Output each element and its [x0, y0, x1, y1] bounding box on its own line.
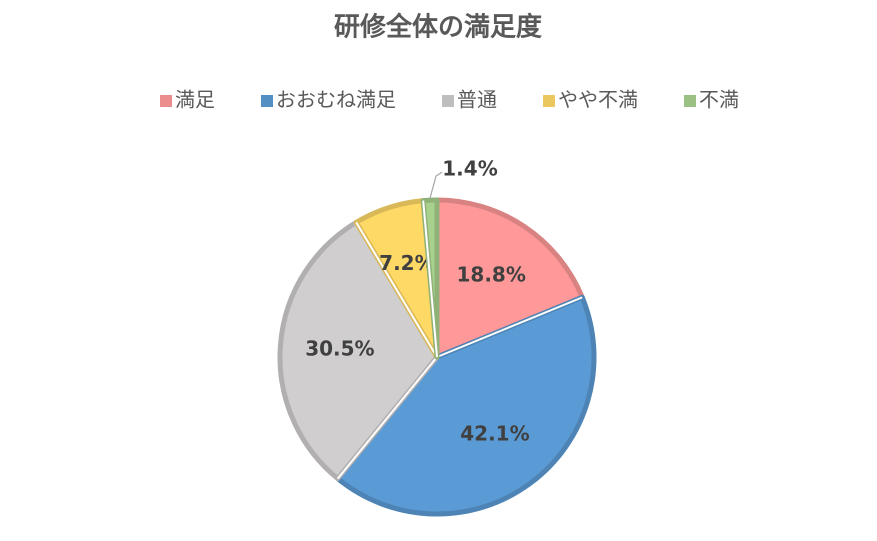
legend-swatch	[261, 95, 273, 107]
legend-label: 満足	[175, 88, 215, 112]
chart-title: 研修全体の満足度	[334, 12, 542, 43]
legend-label: 普通	[457, 88, 497, 112]
legend-swatch	[442, 95, 454, 107]
slice-gap	[422, 200, 438, 358]
legend-label: おおむね満足	[276, 88, 396, 112]
legend-swatch	[160, 95, 172, 107]
legend-swatch	[684, 95, 696, 107]
slice-gap	[336, 356, 438, 480]
data-label: 1.4%	[442, 157, 497, 181]
leader-line	[429, 171, 443, 199]
pie-slice	[335, 294, 597, 517]
data-label: 18.8%	[457, 263, 526, 287]
legend-swatch	[543, 95, 555, 107]
slice-gap	[355, 221, 438, 358]
pie-slice	[434, 197, 585, 360]
legend-label: やや不満	[558, 88, 638, 112]
data-label: 30.5%	[305, 336, 374, 360]
slice-gap	[436, 296, 583, 358]
data-label: 42.1%	[460, 422, 529, 446]
data-label: 7.2%	[379, 251, 434, 275]
legend-label: 不満	[699, 88, 739, 112]
pie-slice	[277, 219, 440, 482]
